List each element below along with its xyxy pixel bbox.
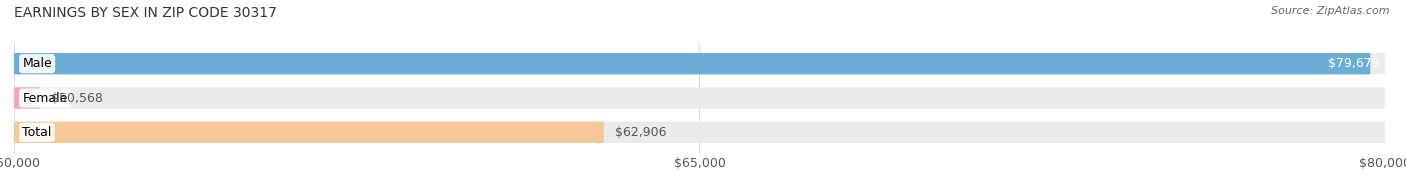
Text: $50,568: $50,568 [51, 92, 103, 104]
FancyBboxPatch shape [14, 53, 1385, 74]
Text: EARNINGS BY SEX IN ZIP CODE 30317: EARNINGS BY SEX IN ZIP CODE 30317 [14, 6, 277, 20]
Text: Female: Female [22, 92, 67, 104]
FancyBboxPatch shape [14, 53, 1371, 74]
Text: Total: Total [22, 126, 52, 139]
Text: Source: ZipAtlas.com: Source: ZipAtlas.com [1271, 6, 1389, 16]
FancyBboxPatch shape [14, 87, 39, 109]
FancyBboxPatch shape [14, 122, 603, 143]
Text: Male: Male [22, 57, 52, 70]
FancyBboxPatch shape [14, 87, 1385, 109]
Text: $62,906: $62,906 [614, 126, 666, 139]
Text: $79,679: $79,679 [1327, 57, 1379, 70]
FancyBboxPatch shape [14, 122, 1385, 143]
